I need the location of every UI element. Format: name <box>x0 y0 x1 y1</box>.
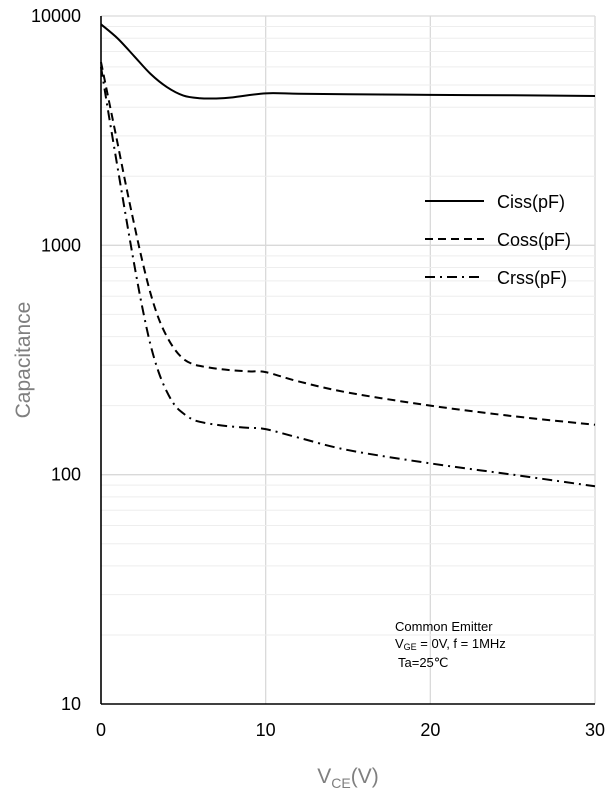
series-lines <box>100 23 596 488</box>
annotation-vge-base: V <box>395 636 404 651</box>
y-tick-label: 1000 <box>41 235 81 255</box>
annotation: Common Emitter VGE = 0V, f = 1MHz Ta=25℃ <box>395 619 506 670</box>
legend-label: Crss(pF) <box>497 268 567 288</box>
x-axis-label-unit: (V) <box>351 765 379 788</box>
y-axis-label: Capacitance <box>12 302 35 419</box>
y-tick-label: 100 <box>51 465 81 485</box>
x-tick-label: 0 <box>96 720 106 740</box>
x-tick-label: 30 <box>585 720 605 740</box>
y-tick-label: 10000 <box>31 6 81 26</box>
y-tick-label: 10 <box>61 694 81 714</box>
x-axis-label-subscript: CE <box>331 775 350 791</box>
x-tick-label: 20 <box>420 720 440 740</box>
annotation-line-1: Common Emitter <box>395 619 493 634</box>
annotation-line-2: VGE = 0V, f = 1MHz <box>395 636 506 652</box>
x-tick-label: 10 <box>256 720 276 740</box>
tick-labels: 0 10 20 30 10 100 1000 10000 <box>31 6 605 740</box>
legend-label: Ciss(pF) <box>497 192 565 212</box>
annotation-vge-subscript: GE <box>404 642 417 652</box>
series-line-coss-pf <box>100 61 596 426</box>
series-line-crss-pf <box>100 66 596 488</box>
legend: Ciss(pF) Coss(pF) Crss(pF) <box>425 192 571 288</box>
x-axis-label-base: V <box>317 765 331 788</box>
grid-lines <box>101 15 596 704</box>
axes <box>100 16 595 705</box>
series-line-ciss-pf <box>100 23 596 100</box>
annotation-line-3: Ta=25℃ <box>398 655 448 670</box>
annotation-vge-rest: = 0V, f = 1MHz <box>417 636 506 651</box>
legend-label: Coss(pF) <box>497 230 571 250</box>
x-axis-label: VCE(V) <box>317 765 378 791</box>
